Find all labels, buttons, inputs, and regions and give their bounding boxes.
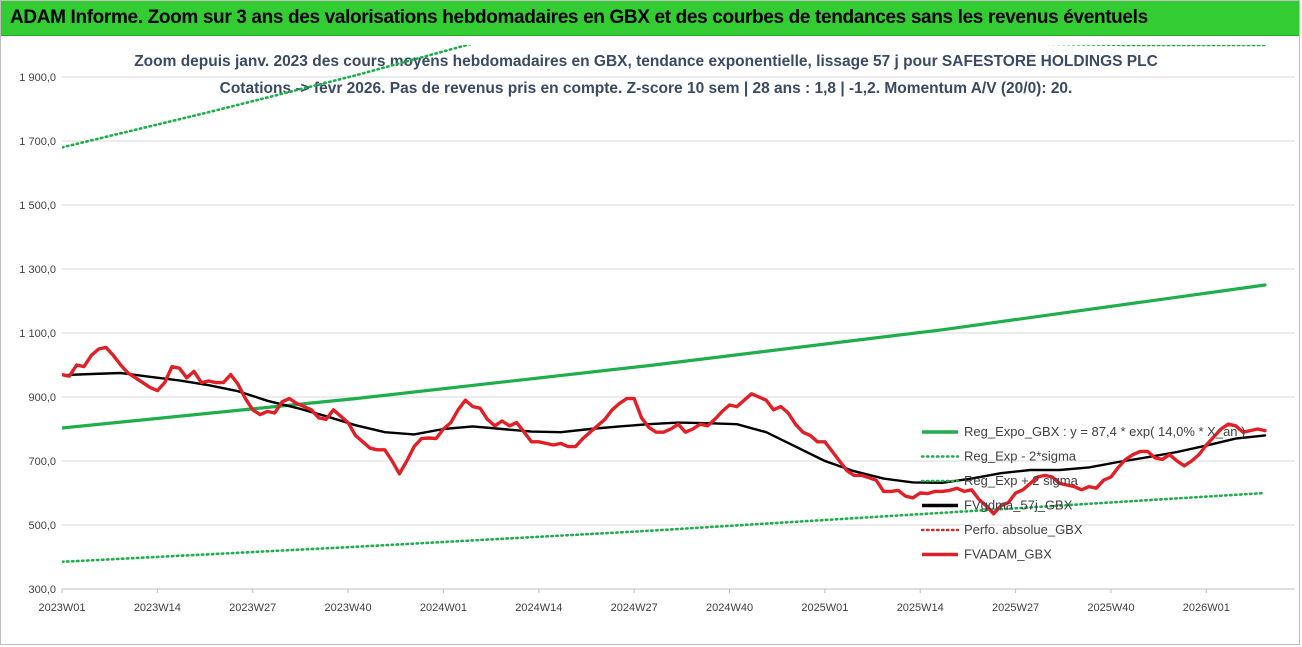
- legend-label: Perfo. absolue_GBX: [964, 522, 1083, 537]
- y-tick-label: 900,0: [28, 392, 56, 404]
- y-tick-label: 500,0: [28, 520, 56, 532]
- y-tick-label: 1 700,0: [19, 136, 56, 148]
- x-tick-label: 2023W40: [325, 602, 372, 614]
- x-tick-label: 2024W27: [611, 602, 658, 614]
- chart-subtitle-line1: Zoom depuis janv. 2023 des cours moyens …: [134, 53, 1158, 70]
- series-layer: [62, 45, 1267, 564]
- x-tick-label: 2023W01: [38, 602, 85, 614]
- x-tick-label: 2025W27: [992, 602, 1039, 614]
- series-line-0: [62, 283, 1267, 430]
- x-tick-label: 2023W27: [229, 602, 276, 614]
- x-tick-label: 2025W01: [801, 602, 848, 614]
- axes: 300,0 500,0 700,0 900,0 1 100,0 1 300,0 1 500,…: [19, 72, 1295, 614]
- legend-label: Reg_Exp + 2 sigma: [964, 473, 1079, 488]
- legend-label: FVgdma_57j_GBX: [964, 498, 1073, 513]
- legend-label: FVADAM_GBX: [964, 547, 1052, 562]
- x-tick-label: 2025W40: [1087, 602, 1134, 614]
- series-line-5: [62, 345, 1267, 516]
- legend: Reg_Expo_GBX : y = 87,4 * exp( 14,0% * X…: [920, 424, 1245, 562]
- y-tick-label: 1 100,0: [19, 328, 56, 340]
- legend-label: Reg_Exp - 2*sigma: [964, 449, 1077, 464]
- series-line-2: [62, 45, 1267, 149]
- series-line-3: [62, 371, 1267, 484]
- y-tick-label: 700,0: [28, 456, 56, 468]
- grid: [62, 76, 1295, 590]
- legend-label: Reg_Expo_GBX : y = 87,4 * exp( 14,0% * X…: [964, 424, 1245, 439]
- series-line-1: [62, 491, 1267, 564]
- x-tick-label: 2023W14: [134, 602, 181, 614]
- x-tick-label: 2024W40: [706, 602, 753, 614]
- chart-subtitle-line2: Cotations -> févr 2026. Pas de revenus p…: [220, 80, 1073, 97]
- report-title: ADAM Informe. Zoom sur 3 ans des valoris…: [10, 7, 1148, 28]
- x-tick-label: 2026W01: [1183, 602, 1230, 614]
- title-banner: ADAM Informe. Zoom sur 3 ans des valoris…: [1, 1, 1299, 36]
- y-tick-label: 1 500,0: [19, 200, 56, 212]
- y-tick-label: 300,0: [28, 584, 56, 596]
- y-tick-label: 1 300,0: [19, 264, 56, 276]
- x-tick-label: 2025W14: [897, 602, 944, 614]
- x-tick-label: 2024W01: [420, 602, 467, 614]
- y-tick-label: 1 900,0: [19, 72, 56, 84]
- x-tick-label: 2024W14: [515, 602, 562, 614]
